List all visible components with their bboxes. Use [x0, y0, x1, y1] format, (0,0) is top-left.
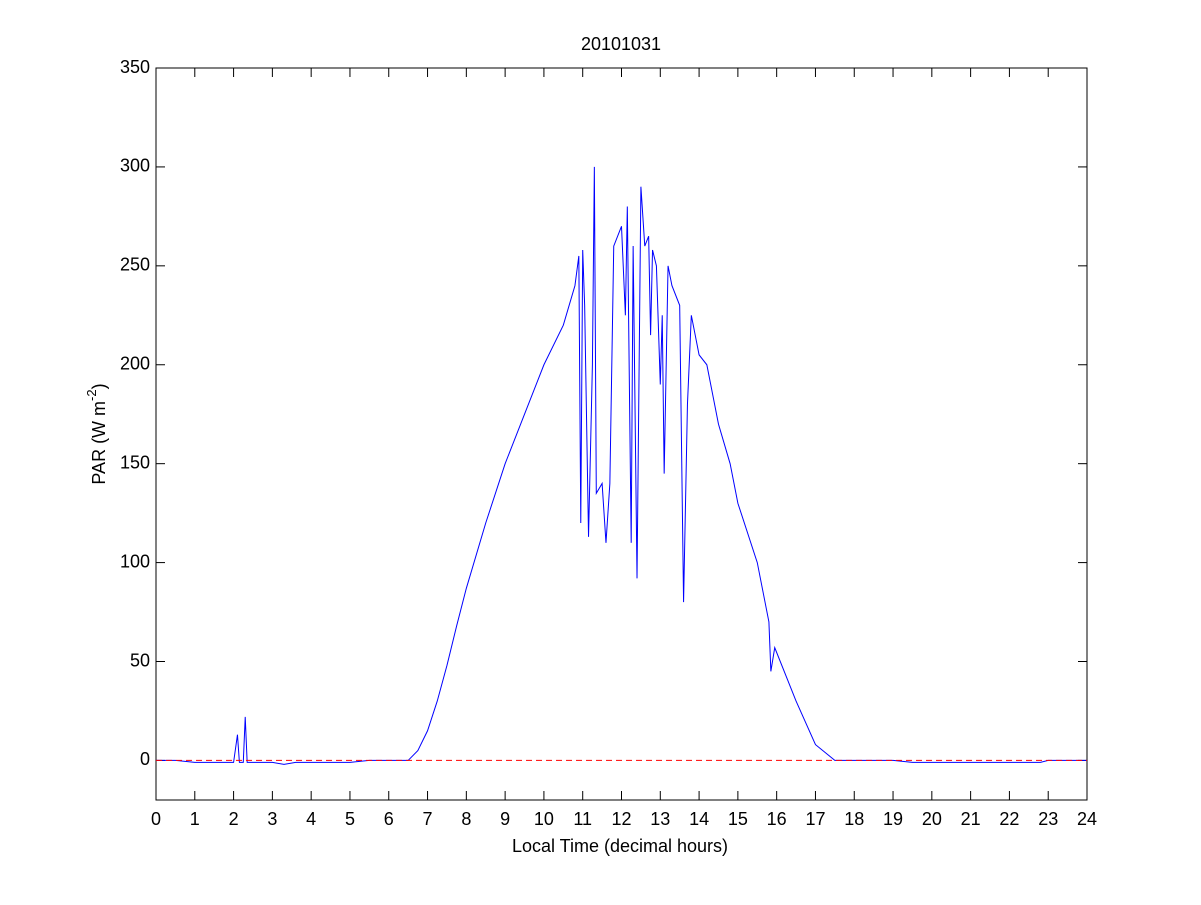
- y-tick-label: 0: [140, 749, 150, 769]
- x-tick-label: 19: [883, 809, 903, 829]
- x-tick-label: 9: [500, 809, 510, 829]
- y-label-main: PAR (W m: [89, 401, 109, 485]
- x-tick-label: 8: [461, 809, 471, 829]
- x-tick-label: 13: [650, 809, 670, 829]
- x-tick-label: 12: [611, 809, 631, 829]
- x-tick-label: 24: [1077, 809, 1097, 829]
- y-tick-label: 200: [120, 354, 150, 374]
- x-tick-label: 14: [689, 809, 709, 829]
- y-label-end: ): [89, 383, 109, 389]
- x-tick-label: 2: [229, 809, 239, 829]
- x-tick-label: 10: [534, 809, 554, 829]
- x-tick-label: 23: [1038, 809, 1058, 829]
- x-tick-label: 7: [423, 809, 433, 829]
- y-tick-label: 50: [130, 650, 150, 670]
- data-line: [156, 166, 1087, 765]
- x-axis-label: Local Time (decimal hours): [512, 836, 728, 856]
- x-tick-label: 16: [767, 809, 787, 829]
- x-tick-label: 11: [573, 809, 592, 829]
- x-tick-label: 18: [844, 809, 864, 829]
- x-tick-label: 15: [728, 809, 748, 829]
- y-axis-label: PAR (W m-2): [84, 383, 108, 484]
- x-tick-label: 1: [190, 809, 200, 829]
- x-tick-label: 3: [267, 809, 277, 829]
- y-label-sup: -2: [84, 389, 99, 401]
- x-tick-label: 22: [999, 809, 1019, 829]
- x-tick-label: 5: [345, 809, 355, 829]
- x-tick-label: 6: [384, 809, 394, 829]
- x-tick-label: 0: [151, 809, 161, 829]
- y-tick-label: 350: [120, 57, 150, 77]
- x-tick-label: 20: [922, 809, 942, 829]
- chart-title: 20101031: [581, 34, 661, 54]
- x-tick-label: 21: [961, 809, 981, 829]
- y-tick-label: 100: [120, 551, 150, 571]
- y-tick-label: 250: [120, 255, 150, 275]
- y-tick-label: 150: [120, 452, 150, 472]
- x-tick-label: 4: [306, 809, 316, 829]
- x-tick-label: 17: [805, 809, 825, 829]
- y-tick-label: 300: [120, 156, 150, 176]
